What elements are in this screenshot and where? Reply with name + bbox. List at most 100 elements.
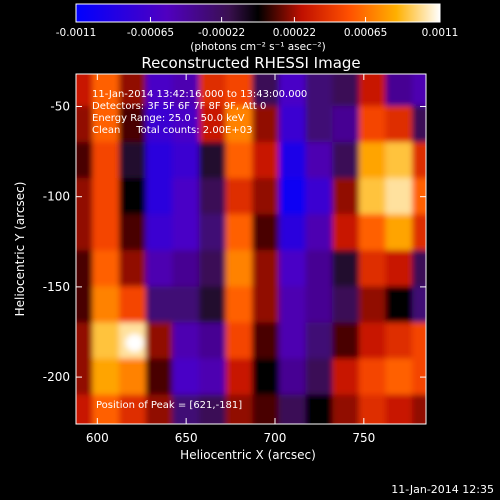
- y-tick-label: -200: [43, 370, 70, 384]
- heatmap-cell: [145, 178, 174, 216]
- heatmap-cell: [252, 322, 280, 360]
- heatmap-cell: [332, 322, 360, 360]
- heatmap-cell: [358, 358, 387, 396]
- heatmap-cell: [252, 286, 280, 324]
- heatmap-cell: [385, 394, 414, 424]
- heatmap-cell: [92, 286, 121, 324]
- heatmap-cell: [172, 250, 200, 288]
- axes: 600 650 700 750 -50 -100 -150 -200: [43, 74, 426, 445]
- y-axis-label: Heliocentric Y (arcsec): [13, 182, 27, 317]
- heatmap-cell: [332, 214, 360, 252]
- colorbar-ticks: -0.0011 -0.00065 -0.00022 0.00022 0.00065 0.0…: [56, 17, 459, 39]
- heatmap-cell: [385, 142, 414, 180]
- heatmap-cell: [198, 286, 227, 324]
- heatmap-cell: [305, 178, 334, 216]
- x-tick-label: 700: [264, 431, 287, 445]
- heatmap-cell: [278, 142, 307, 180]
- heatmap-cell: [76, 358, 94, 396]
- heatmap-cell: [225, 358, 254, 396]
- heatmap-cell: [76, 105, 94, 144]
- heatmap-cell: [92, 322, 121, 360]
- heatmap-cell: [412, 358, 426, 396]
- heatmap-cell: [358, 394, 387, 424]
- heatmap-cell: [385, 105, 414, 144]
- colorbar: [75, 3, 441, 23]
- heatmap-cell: [172, 286, 200, 324]
- heatmap-cell: [278, 105, 307, 144]
- heatmap-cell: [145, 286, 174, 324]
- annotation-time: 11-Jan-2014 13:42:16.000 to 13:43:00.000: [92, 89, 307, 100]
- heatmap-cells: [76, 74, 426, 424]
- heatmap-cell: [145, 358, 174, 396]
- heatmap-cell: [332, 105, 360, 144]
- colorbar-tick-label: -0.0011: [56, 27, 97, 39]
- heatmap-cell: [358, 250, 387, 288]
- heatmap-cell: [119, 142, 147, 180]
- heatmap-cell: [332, 74, 360, 107]
- heatmap-cell: [385, 178, 414, 216]
- heatmap-cell: [225, 214, 254, 252]
- heatmap-cell: [305, 214, 334, 252]
- heatmap-cell: [278, 322, 307, 360]
- heatmap-cell: [385, 358, 414, 396]
- heatmap-cell: [358, 286, 387, 324]
- heatmap-cell: [198, 322, 227, 360]
- heatmap-cell: [412, 286, 426, 324]
- heatmap-cell: [225, 178, 254, 216]
- heatmap-cell: [412, 250, 426, 288]
- heatmap-cell: [332, 286, 360, 324]
- heatmap-cell: [225, 286, 254, 324]
- heatmap-cell: [145, 105, 174, 144]
- colorbar-tick-label: -0.00065: [127, 27, 174, 39]
- heatmap-cell: [412, 322, 426, 360]
- annotation-energy: Energy Range: 25.0 - 50.0 keV: [92, 113, 245, 124]
- heatmap-cell: [225, 105, 254, 144]
- heatmap-cell: [278, 250, 307, 288]
- heatmap-cell: [332, 250, 360, 288]
- heatmap-cell: [358, 322, 387, 360]
- heatmap-cell: [385, 250, 414, 288]
- heatmap-cell: [92, 250, 121, 288]
- heatmap-cell: [278, 286, 307, 324]
- heatmap-cell: [76, 394, 94, 424]
- heatmap-cell: [305, 394, 334, 424]
- colorbar-tick-label: 0.0011: [422, 27, 459, 39]
- heatmap-cell: [412, 214, 426, 252]
- heatmap-cell: [198, 178, 227, 216]
- heatmap-cell: [172, 358, 200, 396]
- heatmap-cell: [198, 74, 227, 107]
- heatmap-cell: [76, 250, 94, 288]
- heatmap-cell: [225, 322, 254, 360]
- heatmap-cell: [358, 105, 387, 144]
- heatmap-cell: [385, 74, 414, 107]
- heatmap-cell: [172, 142, 200, 180]
- heatmap-cell: [412, 105, 426, 144]
- heatmap-cell: [332, 142, 360, 180]
- heatmap-cell: [358, 178, 387, 216]
- x-tick-label: 600: [86, 431, 109, 445]
- heatmap-cell: [198, 250, 227, 288]
- x-tick-label: 650: [175, 431, 198, 445]
- heatmap-cell: [76, 74, 94, 107]
- plot-frame: [75, 73, 427, 425]
- heatmap-cell: [225, 394, 254, 424]
- heatmap-cell: [145, 214, 174, 252]
- heatmap-cell: [92, 178, 121, 216]
- heatmap-cell: [305, 358, 334, 396]
- heatmap-cell: [278, 178, 307, 216]
- heatmap-cell: [385, 214, 414, 252]
- colorbar-tick-label: 0.00022: [273, 27, 316, 39]
- colorbar-tick-label: -0.00022: [198, 27, 245, 39]
- heatmap-cell: [278, 214, 307, 252]
- heatmap-cell: [385, 322, 414, 360]
- heatmap-cell: [119, 214, 147, 252]
- heatmap-cell: [92, 105, 121, 144]
- heatmap-cell: [252, 358, 280, 396]
- heatmap-cell: [198, 105, 227, 144]
- heatmap-cell: [119, 178, 147, 216]
- heatmap-cell: [252, 178, 280, 216]
- heatmap-cell: [145, 142, 174, 180]
- heatmap-cell: [332, 178, 360, 216]
- y-tick-label: -50: [50, 99, 70, 113]
- heatmap-cell: [119, 105, 147, 144]
